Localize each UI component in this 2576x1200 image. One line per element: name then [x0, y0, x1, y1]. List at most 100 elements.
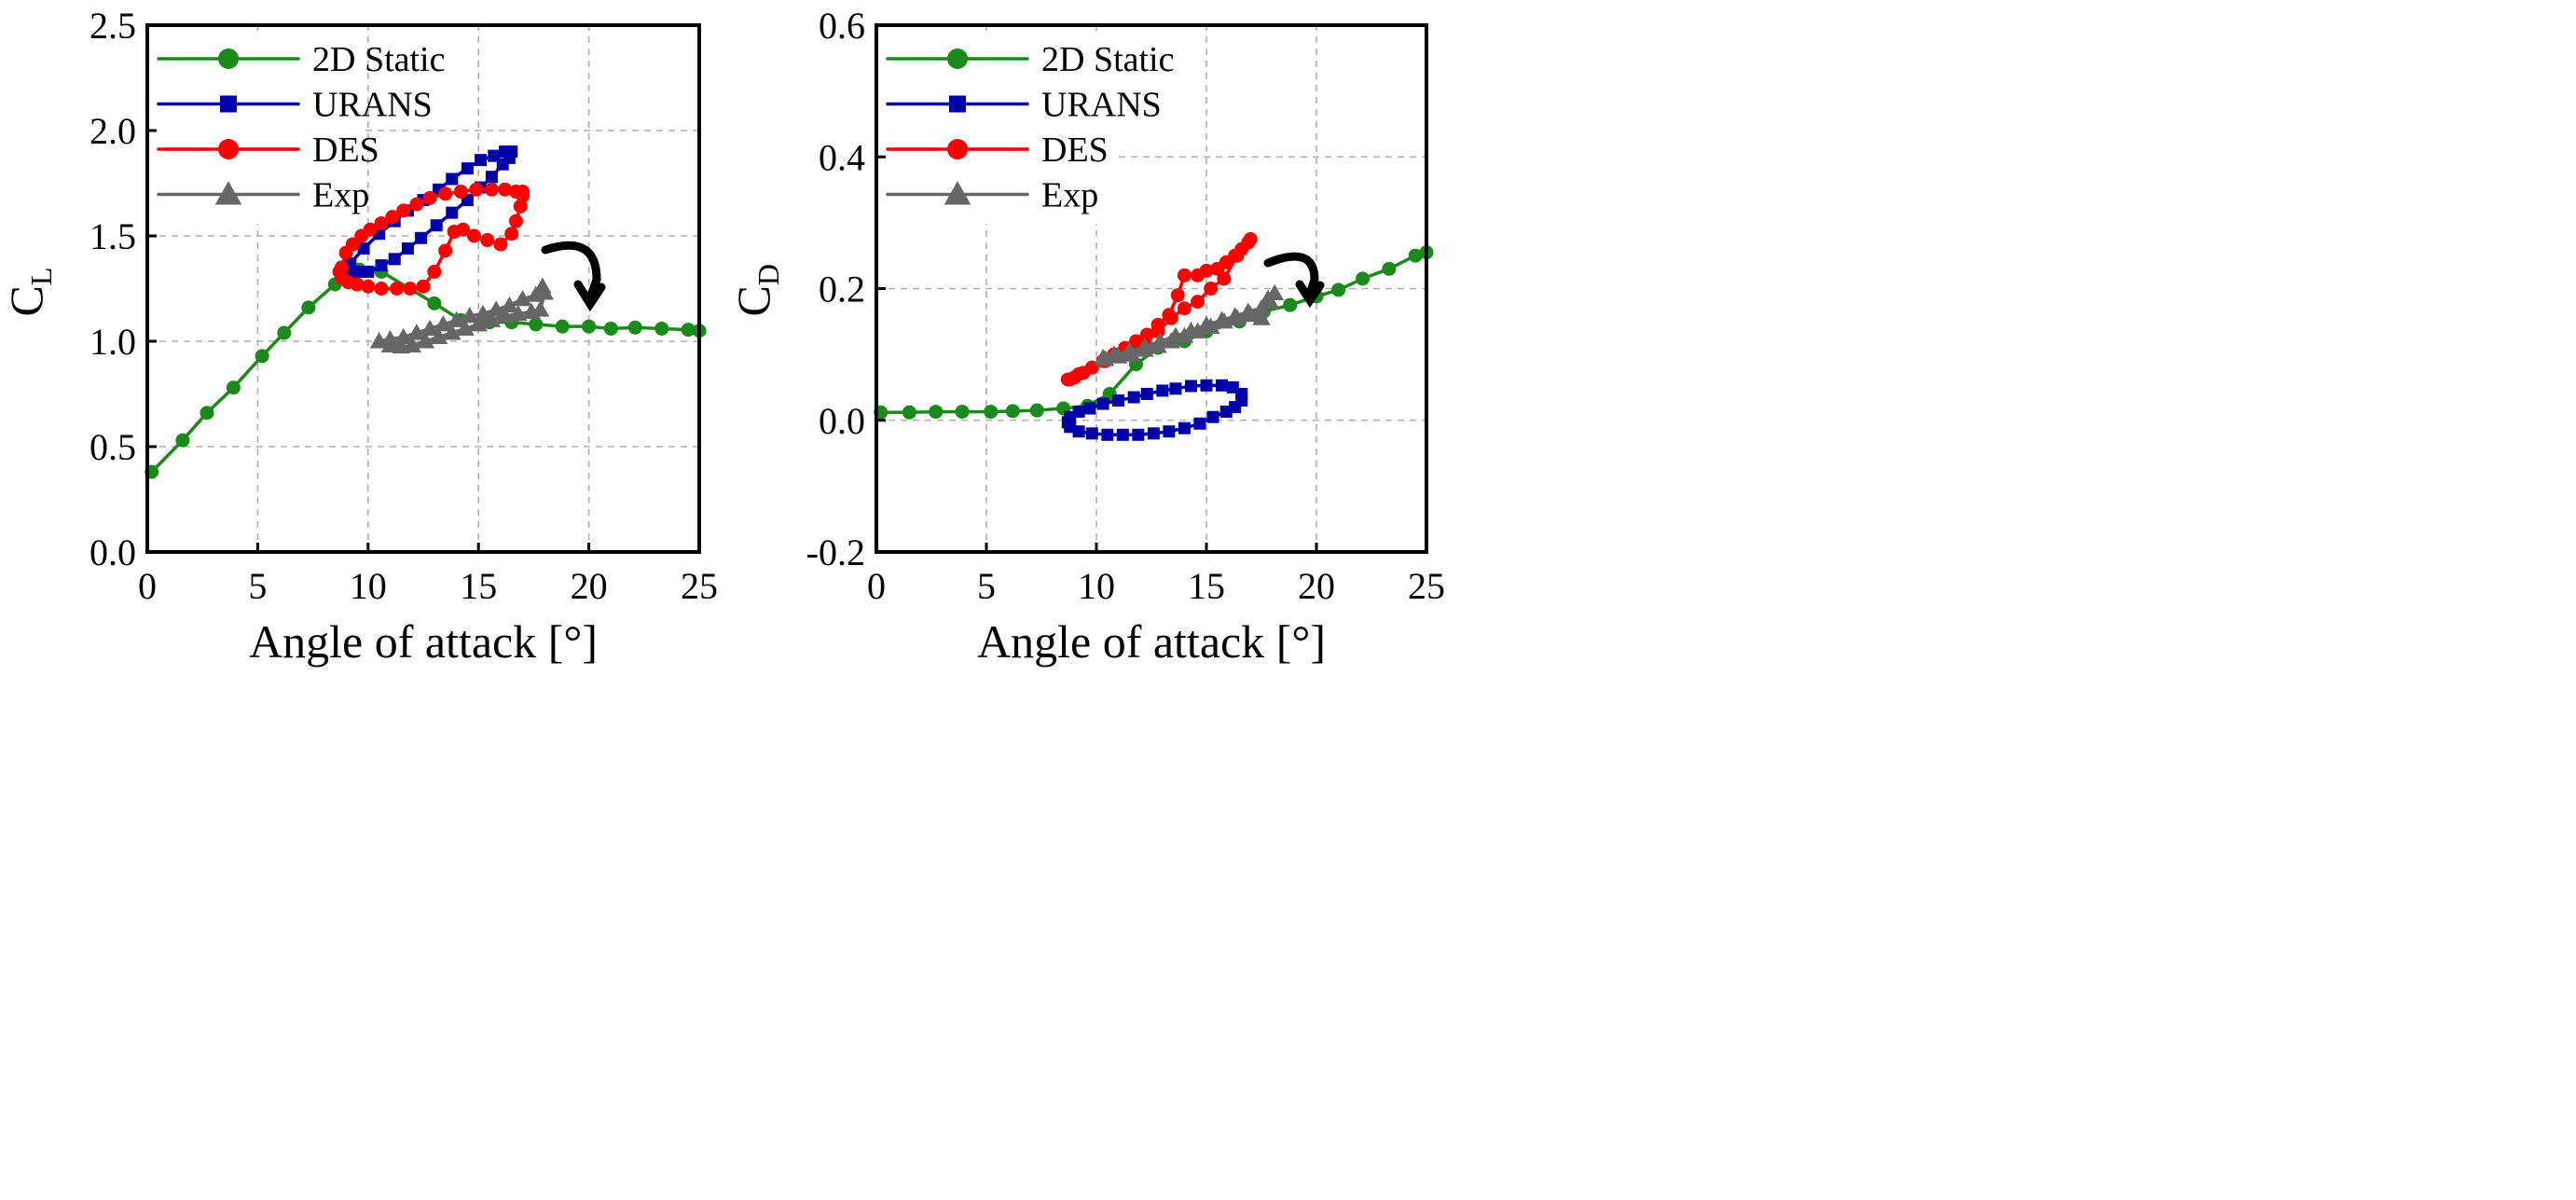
data-point	[513, 290, 532, 307]
data-point	[1112, 394, 1125, 407]
data-point	[1072, 406, 1085, 419]
data-point	[453, 185, 468, 200]
y-tick-label: 0.5	[90, 426, 136, 468]
data-point	[409, 197, 424, 212]
legend-item: Exp	[157, 176, 369, 215]
data-point	[200, 406, 214, 421]
data-point	[1101, 428, 1114, 441]
data-point	[530, 300, 550, 317]
data-point	[1163, 425, 1176, 438]
data-point	[500, 296, 519, 313]
data-point	[1177, 301, 1192, 316]
data-point	[475, 154, 488, 167]
x-tick-label: 10	[350, 565, 387, 607]
y-tick-label: 1.0	[90, 321, 136, 363]
data-point	[461, 162, 474, 175]
data-point	[1204, 282, 1219, 296]
x-tick-label: 20	[1298, 565, 1335, 607]
data-point	[469, 315, 488, 332]
data-point	[1331, 283, 1346, 297]
legend-label: 2D Static	[312, 40, 445, 79]
curved-arrow-icon	[1263, 252, 1325, 309]
data-point	[403, 336, 421, 353]
data-point	[1193, 417, 1206, 430]
data-point	[357, 242, 370, 255]
data-point	[1095, 350, 1115, 366]
data-point	[375, 259, 388, 272]
data-point	[1096, 397, 1109, 410]
data-point	[1215, 312, 1233, 329]
legend-label: Exp	[312, 176, 369, 215]
legend-label: URANS	[1041, 86, 1162, 125]
data-point	[469, 182, 484, 197]
y-axis-label-main: C	[0, 285, 52, 316]
data-point	[984, 405, 999, 420]
data-point	[1140, 388, 1153, 400]
data-point	[1201, 317, 1220, 334]
data-point	[447, 310, 466, 327]
data-point	[214, 181, 242, 205]
data-point	[1061, 416, 1074, 429]
data-point	[361, 279, 376, 294]
data-point	[516, 188, 530, 203]
x-tick-label: 5	[977, 565, 996, 607]
data-point	[1191, 295, 1205, 310]
data-point	[513, 199, 528, 214]
data-point	[434, 315, 453, 332]
data-point	[480, 233, 495, 248]
x-tick-label: 25	[1408, 565, 1445, 607]
data-point	[396, 203, 411, 218]
data-point	[369, 332, 389, 349]
data-point	[401, 242, 414, 255]
legend-label: Exp	[1041, 176, 1098, 215]
data-point	[1083, 402, 1096, 415]
data-point	[416, 332, 435, 349]
y-axis-label-subscript: L	[24, 268, 58, 286]
data-point	[1382, 261, 1397, 276]
data-point	[277, 325, 292, 340]
data-point	[947, 139, 968, 159]
data-point	[1228, 309, 1247, 325]
legend-item: 2D Static	[886, 40, 1174, 79]
data-point	[1116, 428, 1129, 441]
legend-label: 2D Static	[1041, 40, 1174, 79]
data-point	[430, 219, 443, 232]
data-point	[509, 304, 528, 322]
curved-arrow-icon	[541, 241, 606, 312]
data-point	[627, 320, 642, 335]
x-tick-label: 5	[248, 565, 267, 607]
data-point	[484, 182, 499, 197]
data-point	[1283, 297, 1298, 312]
data-point	[1132, 428, 1145, 441]
data-point	[1178, 421, 1191, 434]
x-tick-label: 25	[681, 565, 718, 607]
legend-background	[880, 33, 1118, 224]
data-point	[446, 172, 459, 186]
data-point	[301, 300, 316, 315]
x-tick-label: 0	[867, 565, 886, 607]
data-point	[1147, 427, 1160, 440]
plot-frame	[145, 23, 701, 554]
legend-background	[151, 33, 361, 224]
y-tick-label: 2.0	[90, 110, 136, 152]
x-axis-label: Angle of attack [°]	[977, 615, 1326, 668]
data-point	[495, 307, 515, 324]
legend-item: URANS	[157, 86, 433, 125]
series-line	[150, 268, 700, 474]
series-exp	[369, 277, 554, 354]
data-point	[460, 307, 479, 324]
series-urans	[1061, 379, 1248, 441]
data-point	[388, 253, 401, 266]
data-point	[1241, 306, 1260, 323]
data-point	[493, 237, 508, 252]
data-point	[390, 282, 405, 296]
data-point	[447, 224, 461, 239]
data-point	[218, 48, 239, 69]
data-point	[438, 243, 453, 258]
data-point	[1188, 322, 1207, 338]
data-point	[1029, 403, 1044, 418]
data-point	[944, 181, 971, 205]
data-point	[508, 214, 523, 228]
legend-label: URANS	[312, 86, 433, 125]
